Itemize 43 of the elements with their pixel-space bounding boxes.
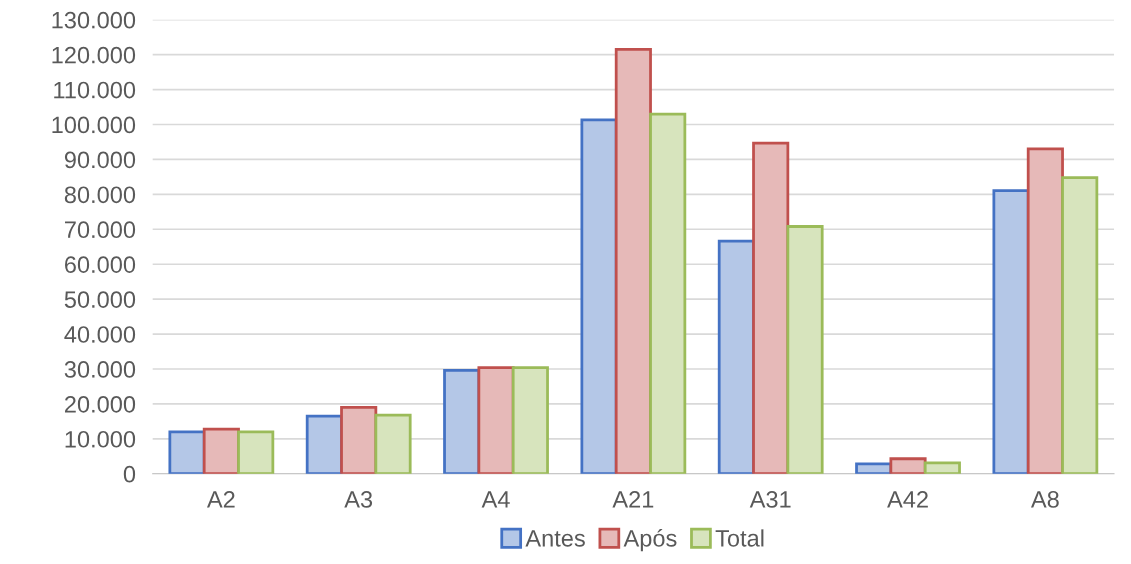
- bar: [237, 430, 275, 474]
- bar: [649, 112, 687, 474]
- bar: [340, 406, 378, 474]
- y-tick-label: 0: [123, 465, 136, 483]
- x-tick-label: A8: [1030, 491, 1059, 508]
- x-tick-label: A31: [749, 491, 791, 508]
- bar: [752, 141, 790, 474]
- bar: [786, 225, 824, 474]
- bar: [889, 457, 927, 474]
- y-tick-label: 80.000: [64, 186, 136, 204]
- x-tick-label: A3: [344, 491, 373, 508]
- legend-label: Após: [623, 529, 677, 552]
- bar: [305, 414, 343, 474]
- y-tick-label: 60.000: [65, 256, 136, 273]
- bar: [923, 461, 961, 474]
- y-tick-label: 120.000: [52, 46, 136, 64]
- bar: [168, 430, 206, 474]
- y-tick-label: 70.000: [65, 221, 136, 239]
- x-tick-label: A21: [612, 491, 654, 508]
- bar: [202, 427, 240, 474]
- x-tick-label: A4: [481, 491, 510, 508]
- y-tick-label: 30.000: [64, 361, 136, 378]
- legend-label: Antes: [525, 530, 585, 547]
- bar: [477, 366, 515, 474]
- y-tick-label: 130.000: [52, 11, 136, 29]
- y-tick-label: 110.000: [54, 81, 136, 99]
- bar: [374, 413, 412, 474]
- bar: [511, 366, 549, 474]
- bar: [992, 189, 1030, 474]
- y-tick-label: 40.000: [64, 326, 136, 343]
- y-tick-label: 90.000: [64, 151, 136, 169]
- bar: [1026, 147, 1064, 474]
- bar: [1061, 176, 1099, 474]
- x-tick-label: A42: [887, 491, 928, 508]
- bar: [717, 239, 755, 474]
- y-tick-label: 50.000: [64, 291, 136, 308]
- legend-label: Total: [715, 529, 764, 547]
- x-tick-label: A2: [206, 491, 235, 508]
- y-tick-label: 100.000: [52, 116, 136, 134]
- y-tick-label: 20.000: [65, 395, 136, 413]
- bar: [580, 118, 618, 474]
- y-tick-label: 10.000: [65, 430, 136, 448]
- bar: [614, 48, 652, 474]
